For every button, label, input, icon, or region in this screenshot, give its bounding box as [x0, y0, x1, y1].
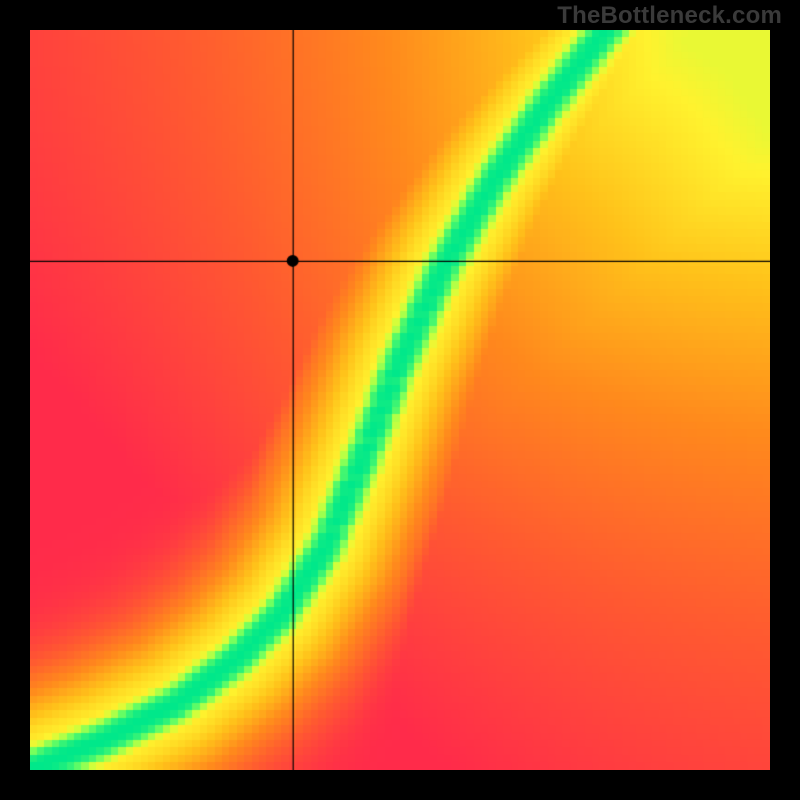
overlay-canvas	[30, 30, 770, 770]
watermark-label: TheBottleneck.com	[557, 2, 782, 30]
chart-container: TheBottleneck.com	[0, 0, 800, 800]
